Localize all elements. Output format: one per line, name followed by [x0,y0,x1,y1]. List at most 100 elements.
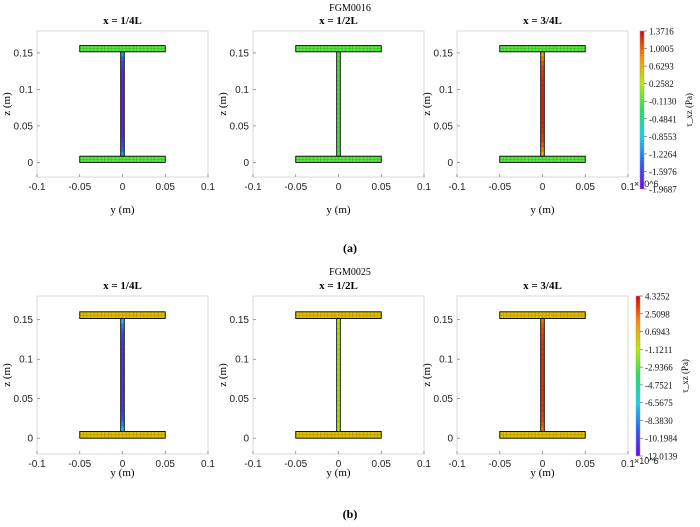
web-element [120,374,125,381]
y-tick-label: 0.15 [14,315,34,326]
web-element [540,333,545,340]
colorbar-tick-label: -1.9687 [649,185,677,195]
colorbar-tick-label: -4.7521 [645,380,673,390]
web-element [120,127,125,133]
web-element [540,61,545,67]
web-element [540,364,545,371]
subplot-title: x = 1/2L [319,15,358,27]
web-element [540,385,545,391]
web-element [120,94,125,100]
web-element [336,349,341,355]
web-element [336,65,341,72]
web-element [540,415,545,422]
web-element [336,390,341,396]
web-element [120,70,125,76]
web-element [336,344,341,350]
y-tick-label: 0 [243,434,249,445]
x-tick-label: -0.1 [28,182,46,193]
web-element [540,323,545,330]
web-element [120,118,125,124]
subplot-title: x = 1/4L [103,15,142,27]
y-tick-label: 0.15 [434,48,454,59]
web-element [336,108,341,114]
web-element [540,84,545,91]
web-element [540,99,545,105]
y-tick-label: 0 [447,434,453,445]
web-element [540,421,545,427]
subplot-3: x = 3/4L -0.1 -0.05 0 0.05 0.1 0 0.05 0.1 0.15 y (… [421,280,635,479]
web-element [540,328,545,335]
x-axis-label: y (m) [110,204,134,216]
web-element [336,364,341,371]
web-element [336,122,341,129]
web-element [120,89,125,95]
web-element [120,151,125,157]
colorbar-tick-label: 2.5098 [645,309,670,319]
web-element [540,118,545,124]
web-element [336,113,341,119]
web-element [540,405,545,412]
colorbar-tick-label: 1.0005 [649,44,674,54]
web-element [336,421,341,427]
panel-label: (a) [343,241,357,255]
web-element [336,56,341,62]
x-tick-label: 0.1 [201,182,215,193]
web-element [540,113,545,119]
x-tick-label: 0.1 [417,182,431,193]
web-element [120,141,125,148]
x-tick-label: -0.1 [448,182,466,193]
web-element [120,122,125,129]
x-tick-label: 0.05 [372,459,392,470]
subplot-2: x = 1/2L -0.1 -0.05 0 0.05 0.1 0 0.05 0.1 0.15 y (… [217,15,431,216]
x-axis-label: y (m) [326,204,350,216]
x-tick-label: 0.05 [156,459,176,470]
web-element [540,395,545,402]
web-element [540,410,545,417]
subplot-title: x = 1/2L [319,280,358,292]
web-element [120,344,125,350]
x-axis-label: y (m) [530,204,554,216]
web-element [120,415,125,422]
web-element [336,359,341,366]
colorbar-tick-label: 0.6943 [645,327,670,337]
web-element [336,137,341,143]
y-tick-label: 0.15 [230,48,250,59]
colorbar-tick-label: -8.3830 [645,416,673,426]
x-tick-label: 0.1 [621,182,635,193]
y-axis-label: z (m) [1,92,13,116]
colorbar-tick-label: -6.5675 [645,398,673,408]
web-element [540,108,545,114]
y-axis-label: z (m) [1,363,13,387]
y-tick-label: 0.1 [439,85,453,96]
y-tick-label: 0 [27,158,33,169]
web-element [540,146,545,152]
web-element [120,108,125,114]
web-outline [540,318,545,432]
web-element [540,122,545,129]
web-element [336,318,341,325]
subplot-title: x = 3/4L [523,280,562,292]
colorbar-tick-label: -10.1984 [645,434,678,444]
web-element [540,379,545,386]
web-element [540,318,545,325]
web-element [540,374,545,381]
colorbar-tick-label: 4.3252 [645,292,670,302]
colorbar-tick-label: -1.1211 [645,345,672,355]
y-tick-label: 0.15 [434,315,454,326]
y-tick-label: 0 [447,158,453,169]
y-tick-label: 0.1 [19,85,33,96]
web-element [540,344,545,350]
web-element [540,359,545,366]
web-element [540,56,545,62]
web-element [336,127,341,133]
x-tick-label: 0 [540,459,546,470]
web-outline [120,51,125,157]
web-element [120,328,125,335]
web-element [540,127,545,133]
subplot-title: x = 3/4L [523,15,562,27]
web-element [120,400,125,407]
web-element [336,328,341,335]
web-element [120,385,125,391]
web-outline [336,51,341,157]
y-tick-label: 0.05 [434,121,454,132]
